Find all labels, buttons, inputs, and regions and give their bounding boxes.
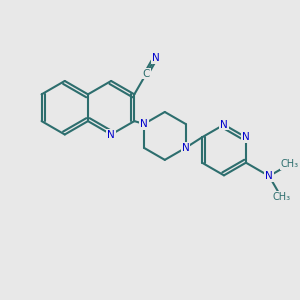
Text: N: N <box>220 120 228 130</box>
Text: CH₃: CH₃ <box>272 192 290 202</box>
Text: CH₃: CH₃ <box>281 159 299 169</box>
Text: C: C <box>142 69 150 79</box>
Text: N: N <box>152 53 159 63</box>
Text: N: N <box>140 119 148 129</box>
Text: N: N <box>265 171 273 181</box>
Text: N: N <box>182 143 189 153</box>
Text: N: N <box>107 130 115 140</box>
Text: N: N <box>242 132 250 142</box>
